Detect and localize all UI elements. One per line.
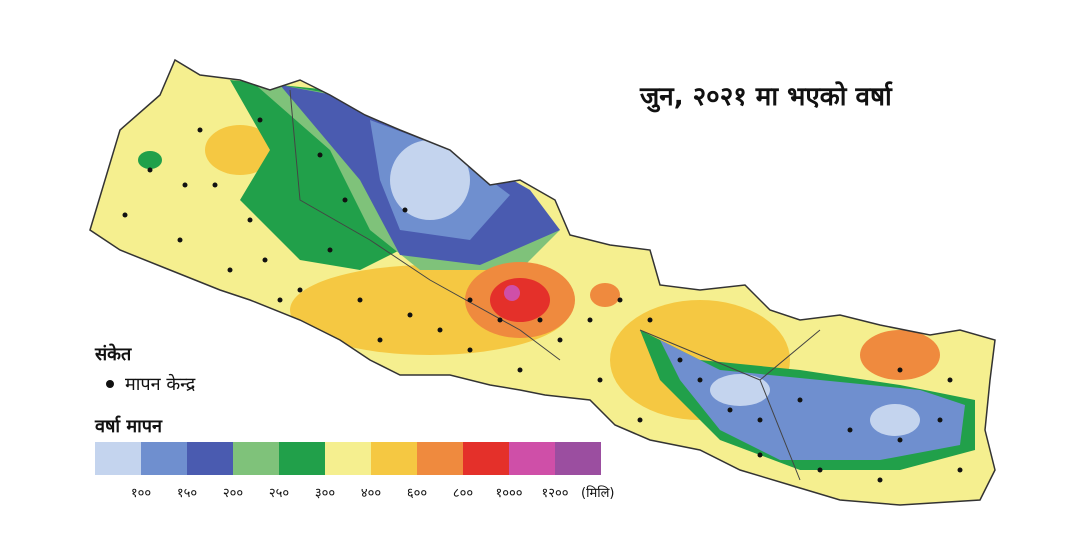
station-dot bbox=[597, 377, 603, 383]
station-dot bbox=[617, 297, 623, 303]
station-dot bbox=[327, 247, 333, 253]
map-title: जुन, २०२१ मा भएको वर्षा bbox=[639, 81, 893, 113]
station-dot bbox=[897, 367, 903, 373]
station-dot bbox=[557, 337, 563, 343]
station-dot bbox=[317, 152, 323, 158]
scale-unit: (मिलि) bbox=[581, 485, 614, 501]
station-dot bbox=[182, 182, 188, 188]
station-dot bbox=[517, 367, 523, 373]
color-scale: १०० १५० २०० २५० ३०० ४०० ६०० ८०० १००० १२०० (मिलि) bbox=[95, 442, 614, 501]
scale-box bbox=[463, 442, 509, 475]
province-borders bbox=[289, 89, 821, 481]
scale-box bbox=[279, 442, 325, 475]
station-dot bbox=[402, 207, 408, 213]
scale-label: ६०० bbox=[407, 486, 427, 501]
stations bbox=[122, 117, 963, 483]
station-dot bbox=[587, 317, 593, 323]
station-dot bbox=[377, 337, 383, 343]
station-dot bbox=[697, 377, 703, 383]
station-dot bbox=[177, 237, 183, 243]
station-dot bbox=[357, 297, 363, 303]
scale-label: १५० bbox=[177, 486, 197, 501]
station-dot bbox=[197, 127, 203, 133]
scale-label: २५० bbox=[269, 486, 289, 501]
station-dot bbox=[257, 117, 263, 123]
legend-heading: संकेत bbox=[94, 343, 132, 365]
station-dot bbox=[797, 397, 803, 403]
scale-box bbox=[555, 442, 601, 475]
station-dot bbox=[497, 317, 503, 323]
station-dot bbox=[297, 287, 303, 293]
scale-box bbox=[371, 442, 417, 475]
scale-box bbox=[417, 442, 463, 475]
scale-box bbox=[187, 442, 233, 475]
station-dot bbox=[847, 427, 853, 433]
scale-label: ३०० bbox=[315, 486, 335, 501]
station-dot bbox=[957, 467, 963, 473]
station-dot bbox=[677, 357, 683, 363]
scale-box bbox=[95, 442, 141, 475]
scale-label: २०० bbox=[223, 486, 243, 501]
station-dot bbox=[227, 267, 233, 273]
scale-label: १००० bbox=[495, 486, 522, 501]
station-dot bbox=[877, 477, 883, 483]
station-dot bbox=[277, 297, 283, 303]
station-symbol bbox=[106, 380, 114, 388]
station-dot bbox=[537, 317, 543, 323]
station-dot bbox=[647, 317, 653, 323]
station-dot bbox=[817, 467, 823, 473]
station-dot bbox=[407, 312, 413, 318]
station-dot bbox=[247, 217, 253, 223]
station-dot bbox=[212, 182, 218, 188]
scale-box bbox=[509, 442, 555, 475]
station-dot bbox=[467, 297, 473, 303]
scale-box bbox=[325, 442, 371, 475]
scale-box bbox=[141, 442, 187, 475]
station-dot bbox=[947, 377, 953, 383]
country-border bbox=[89, 58, 996, 506]
station-dot bbox=[342, 197, 348, 203]
station-dot bbox=[757, 452, 763, 458]
scale-title: वर्षा मापन bbox=[94, 415, 163, 437]
station-dot bbox=[637, 417, 643, 423]
station-dot bbox=[262, 257, 268, 263]
scale-label: १०० bbox=[131, 486, 151, 501]
station-dot bbox=[122, 212, 128, 218]
station-dot bbox=[937, 417, 943, 423]
scale-label: ४०० bbox=[361, 486, 381, 501]
station-dot bbox=[727, 407, 733, 413]
scale-label: ८०० bbox=[453, 486, 473, 501]
station-dot bbox=[897, 437, 903, 443]
station-dot bbox=[467, 347, 473, 353]
station-dot bbox=[437, 327, 443, 333]
station-label: मापन केन्द्र bbox=[125, 373, 196, 395]
station-dot bbox=[147, 167, 153, 173]
scale-box bbox=[233, 442, 279, 475]
scale-label: १२०० bbox=[541, 486, 568, 501]
station-dot bbox=[757, 417, 763, 423]
